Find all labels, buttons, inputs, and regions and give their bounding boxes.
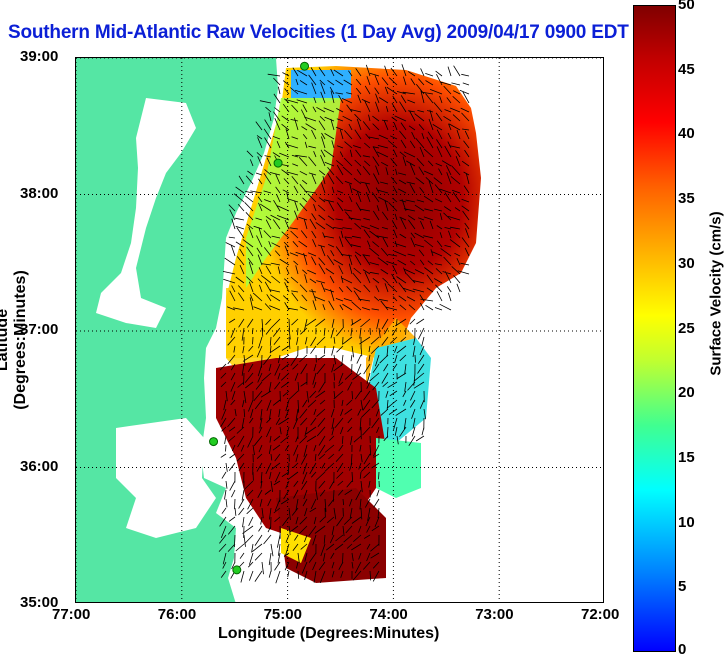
velocity-region-south-edge xyxy=(376,438,421,498)
colorbar-tick-label: 0 xyxy=(678,641,687,658)
x-tick-label: 75:00 xyxy=(263,606,302,623)
velocity-field xyxy=(216,66,481,583)
y-tick-label: 38:00 xyxy=(20,184,59,202)
radar-station-marker[interactable] xyxy=(209,437,219,447)
radar-station-marker[interactable] xyxy=(232,565,242,575)
velocity-vectors xyxy=(218,64,470,584)
colorbar xyxy=(633,5,676,652)
map-panel[interactable] xyxy=(75,57,604,603)
velocity-map[interactable] xyxy=(76,58,604,603)
land xyxy=(76,58,278,602)
velocity-region-bay-mouth xyxy=(291,70,351,103)
chesapeake-bay xyxy=(96,98,196,328)
pamlico-sound xyxy=(116,418,216,538)
x-tick-label: 74:00 xyxy=(369,606,408,623)
colorbar-tick-label: 40 xyxy=(678,125,695,143)
colorbar-tick-label: 5 xyxy=(678,578,687,596)
hf-radar-stations xyxy=(209,61,310,575)
colorbar-tick-label: 35 xyxy=(678,190,695,208)
colorbar-tick-label: 30 xyxy=(678,254,695,272)
velocity-arrows xyxy=(218,64,470,584)
velocity-region-nearshore-north xyxy=(246,98,341,288)
colorbar-tick-label: 50 xyxy=(678,0,695,13)
colorbar-tick-label: 25 xyxy=(678,319,695,337)
x-axis-label: Longitude (Degrees:Minutes) xyxy=(218,625,440,642)
radar-station-marker[interactable] xyxy=(300,61,310,71)
colorbar-tick-label: 15 xyxy=(678,448,695,466)
colorbar-tick-label: 20 xyxy=(678,384,695,402)
radar-station-marker[interactable] xyxy=(273,158,283,168)
y-tick-label: 37:00 xyxy=(20,321,59,338)
y-tick-label: 35:00 xyxy=(20,594,59,611)
x-tick-label: 73:00 xyxy=(475,606,514,623)
velocity-region-eddy-edge xyxy=(366,318,416,388)
colorbar-tick-label: 10 xyxy=(678,513,695,531)
map-title: Southern Mid-Atlantic Raw Velocities (1 … xyxy=(8,22,629,43)
y-tick-label: 39:00 xyxy=(20,48,59,65)
x-tick-label: 72:00 xyxy=(581,606,620,623)
colorbar-tick-label: 45 xyxy=(678,60,695,78)
colorbar-label: Surface Velocity (cm/s) xyxy=(707,211,724,376)
y-axis-label: Latitude (Degrees:Minutes) xyxy=(0,270,29,410)
x-tick-label: 77:00 xyxy=(52,606,91,623)
x-tick-label: 76:00 xyxy=(157,606,197,623)
y-tick-label: 36:00 xyxy=(20,457,59,475)
